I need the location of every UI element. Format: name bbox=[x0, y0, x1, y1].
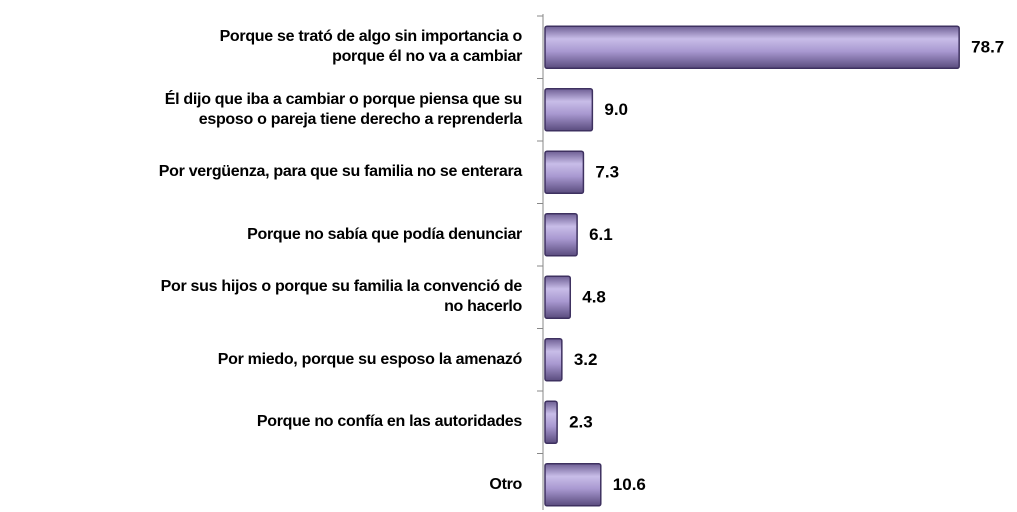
value-label: 2.3 bbox=[569, 413, 593, 432]
category-label: Porque no confía en las autoridades bbox=[256, 413, 522, 431]
category-label: Él dijo que iba a cambiar o porque piens… bbox=[164, 90, 523, 128]
value-label: 4.8 bbox=[582, 288, 606, 307]
category-label: Por vergüenza, para que su familia no se… bbox=[158, 163, 523, 181]
value-label: 9.0 bbox=[604, 100, 628, 119]
category-label: Porque se trató de algo sin importancia … bbox=[219, 28, 523, 66]
bar bbox=[544, 400, 558, 444]
bar bbox=[544, 150, 585, 194]
value-label: 7.3 bbox=[595, 163, 619, 182]
value-label: 3.2 bbox=[574, 350, 598, 369]
bar bbox=[544, 463, 602, 507]
category-label: Por sus hijos o porque su familia la con… bbox=[160, 278, 523, 316]
bar bbox=[544, 25, 960, 69]
category-label: Por miedo, porque su esposo la amenazó bbox=[217, 350, 523, 368]
bar bbox=[544, 338, 563, 382]
bar bbox=[544, 213, 578, 257]
category-label: Porque no sabía que podía denunciar bbox=[247, 225, 522, 243]
value-label: 10.6 bbox=[613, 475, 646, 494]
value-label: 78.7 bbox=[971, 38, 1004, 57]
value-label: 6.1 bbox=[589, 225, 613, 244]
bar bbox=[544, 88, 594, 132]
bar bbox=[544, 275, 572, 319]
category-label: Otro bbox=[489, 475, 522, 493]
